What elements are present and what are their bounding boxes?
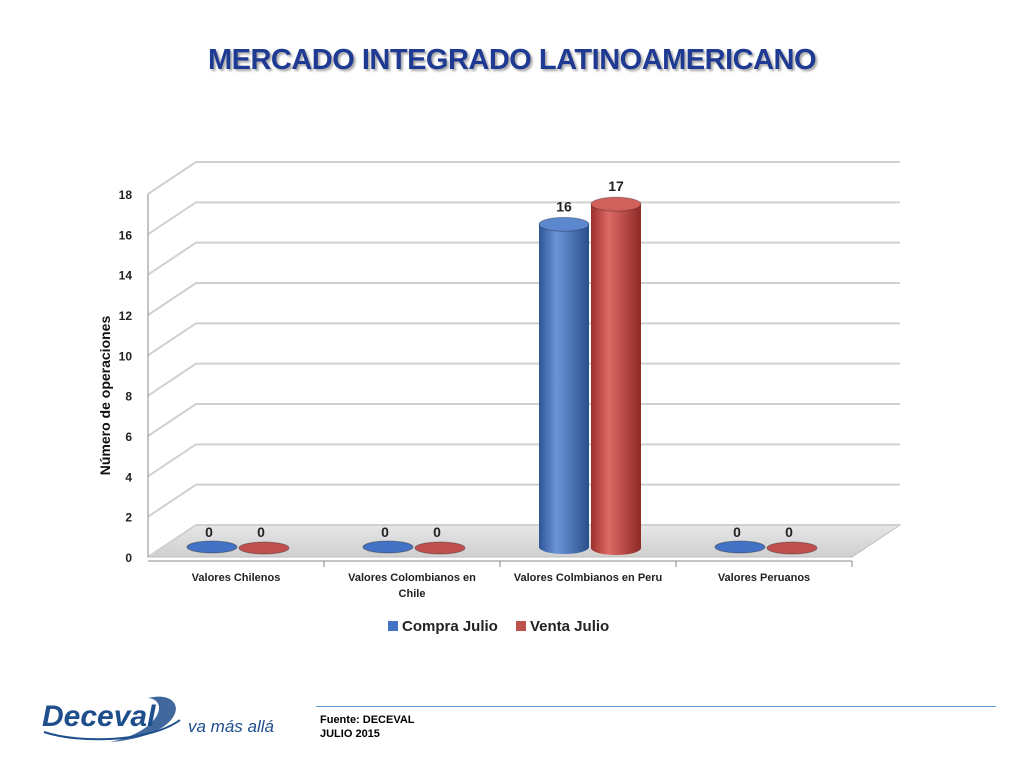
page-title: MERCADO INTEGRADO LATINOAMERICANO	[207, 44, 817, 76]
y-tick-label: 16	[119, 228, 133, 242]
gridline	[147, 241, 900, 276]
data-label: 0	[257, 524, 265, 540]
logo-arc	[43, 719, 181, 741]
legend-label: Venta Julio	[530, 618, 609, 635]
y-axis-title: Número de operaciones	[97, 316, 113, 476]
bar-zero-disc	[414, 541, 466, 555]
x-tick-label: Valores Colombianos en Chile	[348, 572, 476, 600]
bar-zero-disc	[766, 541, 818, 555]
gridline	[147, 443, 900, 478]
side-wall	[148, 162, 196, 557]
bar-body	[591, 204, 641, 555]
y-tick-label: 2	[125, 511, 132, 525]
bar-venta-julio	[590, 196, 642, 555]
gridline	[147, 483, 900, 518]
gridline	[147, 201, 900, 236]
bar-top	[590, 196, 642, 212]
legend-swatch	[516, 621, 526, 631]
data-label: 17	[608, 178, 624, 194]
gridline	[147, 362, 900, 397]
data-label: 0	[205, 524, 213, 540]
bar-zero-disc	[362, 540, 414, 554]
logo-text: Deceval	[42, 700, 156, 733]
logo-swoosh	[110, 696, 176, 742]
gridline	[147, 282, 900, 316]
x-tick-label: Valores Colmbianos en Peru	[514, 572, 663, 584]
bar-zero-disc	[186, 540, 238, 554]
x-tick-label: Valores Peruanos	[718, 572, 810, 584]
y-tick-label: 6	[125, 430, 132, 444]
y-tick-label: 10	[119, 349, 133, 363]
legend-label: Compra Julio	[402, 618, 498, 635]
bar-body	[539, 224, 589, 555]
bar-zero-disc	[714, 540, 766, 554]
data-label: 0	[433, 524, 441, 540]
footer-divider	[316, 706, 996, 707]
source-line-2: JULIO 2015	[320, 728, 380, 740]
data-label: 16	[556, 198, 572, 214]
gridline	[147, 161, 900, 195]
y-tick-label: 18	[119, 188, 133, 202]
data-label: 0	[381, 524, 389, 540]
y-tick-label: 8	[125, 390, 132, 404]
bar-compra-julio	[538, 216, 590, 555]
y-tick-label: 0	[125, 551, 132, 565]
logo-tagline: va más allá	[188, 717, 274, 736]
y-tick-label: 14	[119, 269, 133, 283]
x-tick-label: Valores Chilenos	[192, 572, 281, 584]
gridline	[147, 524, 900, 558]
data-label: 0	[733, 524, 741, 540]
bar-top	[538, 216, 590, 232]
bar-zero-disc	[238, 541, 290, 555]
y-tick-label: 12	[119, 309, 133, 323]
gridline	[147, 322, 900, 357]
deceval-logo: Deceval va más allá	[42, 696, 274, 742]
gridline	[147, 403, 900, 437]
source-line-1: Fuente: DECEVAL	[320, 714, 415, 726]
legend-swatch	[388, 621, 398, 631]
source-note: Fuente: DECEVAL JULIO 2015	[320, 713, 415, 741]
y-tick-label: 4	[125, 470, 132, 484]
data-label: 0	[785, 524, 793, 540]
bar-chart: 0 2 4 6 8 10 12 14 16 18 Número de operaciones Valo…	[97, 161, 902, 635]
